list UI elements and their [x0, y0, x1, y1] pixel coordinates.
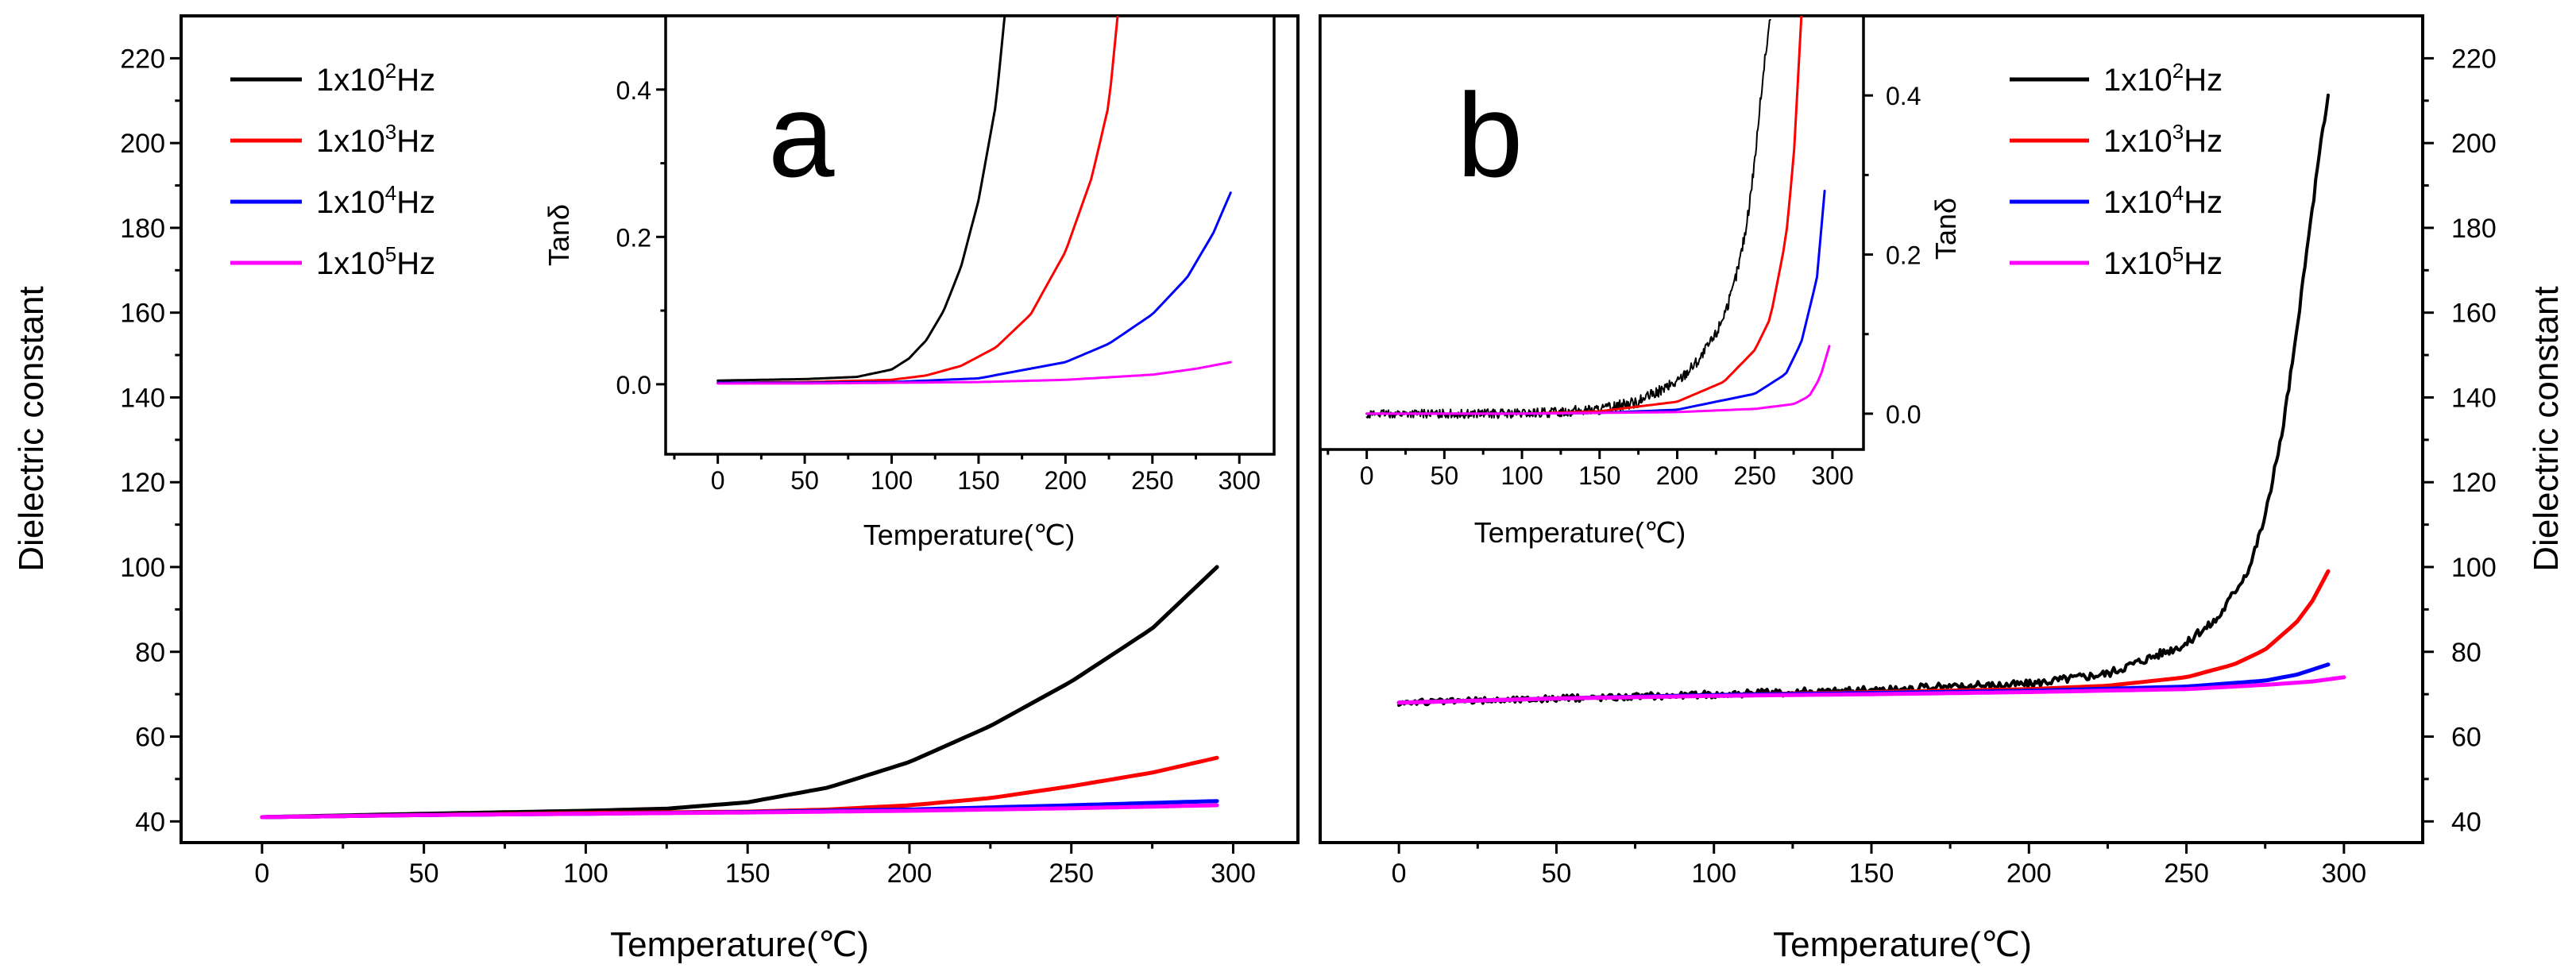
panel-a-inset-x-axis-label: Temperature(℃) — [863, 519, 1076, 551]
b-main-legend-label: 1x104Hz — [2103, 181, 2223, 220]
a-inset-x-tick-label: 0 — [711, 466, 725, 495]
a-main-y-tick-label: 220 — [120, 44, 165, 74]
panel-a-main-plot: 0 50 100 150 200 250 300 40 60 80 100 120 140 160 180 2… — [12, 14, 1300, 964]
b-main-y-tick-label: 60 — [2451, 723, 2481, 753]
panel-b-letter: b — [1457, 68, 1523, 202]
a-main-x-tick-label: 250 — [1049, 858, 1094, 889]
b-main-y-tick-label: 180 — [2451, 214, 2497, 244]
b-main-legend-label: 1x102Hz — [2103, 59, 2223, 98]
a-main-legend-label: 1x104Hz — [316, 181, 435, 220]
a-inset-series-1x10-2hz — [716, 16, 1006, 382]
a-main-legend-label: 1x102Hz — [316, 59, 435, 98]
b-main-y-tick-label: 200 — [2451, 129, 2497, 159]
a-main-legend-label: 1x105Hz — [316, 242, 435, 281]
a-main-series-1x10-2hz — [260, 565, 1219, 820]
b-inset-x-tick-label: 250 — [1734, 461, 1776, 490]
panel-a-y-axis-label: Dielectric constant — [12, 286, 51, 571]
a-main-x-tick-label: 0 — [254, 858, 269, 889]
b-inset-x-tick-label: 200 — [1656, 461, 1698, 490]
panel-b-ticks: 0 50 100 150 200 250 300 40 60 80 100 120 140 160 180 2… — [1392, 44, 2497, 889]
b-inset-y-tick-label: 0.4 — [1886, 82, 1921, 110]
a-main-y-tick-label: 200 — [120, 129, 165, 159]
panel-b-inset-curves — [1365, 16, 1831, 419]
a-main-x-tick-label: 300 — [1211, 858, 1256, 889]
a-main-y-tick-label: 160 — [120, 299, 165, 329]
b-inset-x-tick-label: 50 — [1431, 461, 1459, 490]
a-main-y-tick-label: 40 — [135, 807, 165, 837]
b-main-y-tick-label: 220 — [2451, 44, 2497, 74]
panel-a-ticks: 0 50 100 150 200 250 300 40 60 80 100 120 140 160 180 2… — [120, 44, 1256, 889]
panel-a-inset-y-axis-label: Tanδ — [543, 204, 575, 266]
b-inset-y-tick-label: 0.2 — [1886, 241, 1921, 270]
b-main-x-tick-label: 0 — [1392, 858, 1407, 889]
a-main-x-tick-label: 150 — [725, 858, 770, 889]
b-main-x-tick-label: 100 — [1691, 858, 1736, 889]
panel-b-inset-frame — [1319, 14, 1865, 451]
b-main-y-tick-label: 140 — [2451, 383, 2497, 413]
b-main-y-tick-label: 120 — [2451, 468, 2497, 498]
panel-b-curves — [1396, 93, 2346, 708]
panel-b-legend: 1x102Hz 1x103Hz 1x104Hz 1x105Hz — [2010, 59, 2223, 281]
a-inset-x-tick-label: 100 — [871, 466, 913, 495]
b-main-x-tick-label: 150 — [1849, 858, 1894, 889]
panel-a-inset-curves — [716, 16, 1232, 385]
a-main-y-tick-label: 120 — [120, 468, 165, 498]
b-main-x-tick-label: 200 — [2006, 858, 2052, 889]
b-main-x-tick-label: 50 — [1542, 858, 1572, 889]
panel-a-curves — [260, 565, 1219, 820]
panel-a-letter: a — [768, 68, 835, 202]
b-main-legend-label: 1x105Hz — [2103, 242, 2223, 281]
b-main-y-tick-label: 160 — [2451, 299, 2497, 329]
panel-b-inset-ticks: 0 50 100 150 200 250 300 0.0 0.2 0.4 — [1327, 82, 1921, 490]
panel-a-x-axis-label: Temperature(℃) — [610, 925, 869, 964]
b-inset-x-tick-label: 100 — [1500, 461, 1543, 490]
b-inset-series-1x10-5hz — [1365, 345, 1831, 415]
a-inset-y-tick-label: 0.4 — [616, 76, 651, 105]
a-main-x-tick-label: 200 — [887, 858, 933, 889]
a-main-y-tick-label: 60 — [135, 723, 165, 753]
b-inset-y-tick-label: 0.0 — [1886, 400, 1921, 429]
a-main-legend-label: 1x103Hz — [316, 120, 435, 159]
a-main-y-tick-label: 180 — [120, 214, 165, 244]
a-inset-x-tick-label: 250 — [1131, 466, 1173, 495]
panel-b-inset-x-axis-label: Temperature(℃) — [1474, 516, 1686, 549]
b-inset-x-tick-label: 300 — [1811, 461, 1853, 490]
a-main-series-1x10-5hz — [260, 803, 1219, 820]
a-inset-x-tick-label: 50 — [790, 466, 819, 495]
b-main-x-tick-label: 300 — [2321, 858, 2366, 889]
b-main-y-tick-label: 40 — [2451, 807, 2481, 837]
b-inset-x-tick-label: 0 — [1360, 461, 1374, 490]
a-inset-series-1x10-5hz — [716, 361, 1232, 385]
a-inset-y-tick-label: 0.2 — [616, 223, 651, 252]
panel-a-inset-plot: 0 50 100 150 200 250 300 0.0 0.2 0.4 Temperature(… — [543, 14, 1276, 551]
b-inset-x-tick-label: 150 — [1578, 461, 1620, 490]
panel-a-legend: 1x102Hz 1x103Hz 1x104Hz 1x105Hz — [230, 59, 435, 281]
b-main-y-tick-label: 80 — [2451, 638, 2481, 668]
a-main-y-tick-label: 140 — [120, 383, 165, 413]
a-main-y-tick-label: 80 — [135, 638, 165, 668]
panel-b-x-axis-label: Temperature(℃) — [1773, 925, 2032, 964]
a-main-x-tick-label: 100 — [563, 858, 608, 889]
a-inset-x-tick-label: 150 — [957, 466, 999, 495]
a-main-x-tick-label: 50 — [409, 858, 439, 889]
a-inset-x-tick-label: 200 — [1045, 466, 1087, 495]
b-main-x-tick-label: 250 — [2164, 858, 2209, 889]
panel-b-inset-plot: 0 50 100 150 200 250 300 0.0 0.2 0.4 Temperature(… — [1319, 14, 1962, 549]
a-inset-y-tick-label: 0.0 — [616, 371, 651, 399]
a-main-y-tick-label: 100 — [120, 553, 165, 583]
panel-b-inset-y-axis-label: Tanδ — [1929, 198, 1962, 260]
b-main-y-tick-label: 100 — [2451, 553, 2497, 583]
panel-b-main-plot: 0 50 100 150 200 250 300 40 60 80 100 120 140 160 180 2… — [1319, 14, 2566, 964]
b-main-legend-label: 1x103Hz — [2103, 120, 2223, 159]
panel-b-y-axis-label: Dielectric constant — [2527, 286, 2566, 571]
panel-a-inset-ticks: 0 50 100 150 200 250 300 0.0 0.2 0.4 — [616, 76, 1261, 495]
a-inset-x-tick-label: 300 — [1218, 466, 1261, 495]
b-main-series-1x10-5hz — [1396, 675, 2346, 705]
